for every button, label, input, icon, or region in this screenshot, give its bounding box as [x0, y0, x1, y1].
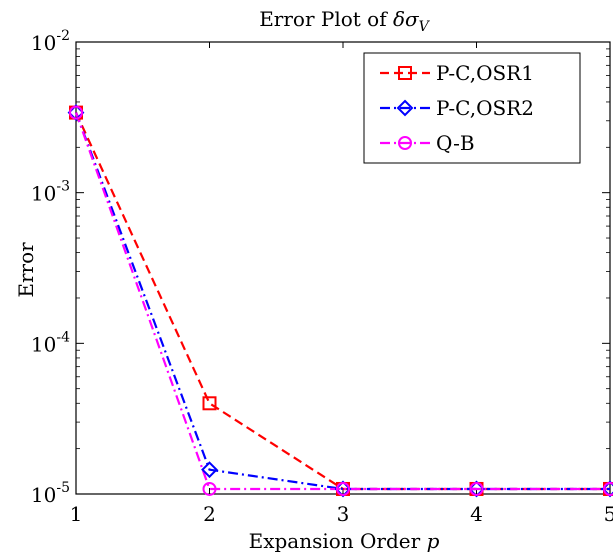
series-3-point [202, 481, 217, 496]
series-lines [74, 112, 610, 491]
legend-label: P-C,OSR2 [436, 96, 534, 120]
series-markers [67, 104, 613, 498]
legend-marker [398, 136, 412, 150]
series-3-point [603, 481, 613, 496]
x-tick-label: 5 [604, 502, 613, 526]
y-axis-title: Error [14, 242, 38, 298]
series-1-point [202, 396, 217, 411]
x-tick-label: 2 [203, 502, 216, 526]
legend-label: P-C,OSR1 [436, 61, 534, 85]
series-2-point [201, 461, 218, 479]
x-tick-label: 1 [70, 502, 83, 526]
x-tick-label: 3 [337, 502, 350, 526]
y-tick-label: 10-4 [31, 329, 70, 356]
legend-marker [398, 66, 412, 80]
x-axis-title: Expansion Order p [249, 529, 440, 553]
series-line-3 [74, 112, 610, 491]
y-tick-label: 10-5 [31, 480, 70, 507]
series-line-1 [75, 112, 610, 491]
y-tick-label: 10-3 [31, 179, 70, 206]
legend-label: Q-B [436, 131, 475, 155]
series-3-point [336, 481, 350, 496]
legend: P-C,OSR1 P-C,OSR2 Q-B [363, 52, 581, 164]
x-tick-label: 4 [470, 502, 483, 526]
y-tick-label: 10-2 [31, 28, 70, 55]
series-3-point [69, 105, 83, 120]
chart-title: Error Plot of δσV [259, 7, 430, 35]
series-3-point [469, 481, 484, 496]
legend-marker [396, 99, 414, 117]
series-line-2 [74, 112, 610, 491]
